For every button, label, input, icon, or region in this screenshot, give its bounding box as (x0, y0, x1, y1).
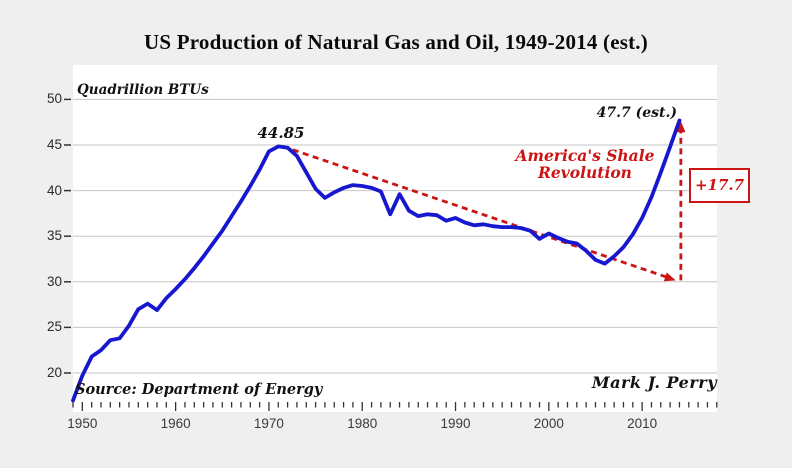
plot-area (73, 65, 717, 412)
shale-revolution-line1: America's Shale (515, 146, 655, 165)
y-axis-ticks (64, 98, 71, 374)
x-axis-label: 1970 (253, 416, 284, 431)
shale-revolution-line2: Revolution (538, 163, 632, 182)
end-value-annotation: 47.7 (est.) (596, 105, 677, 121)
y-axis-label: 40 (46, 182, 62, 198)
source-note: Source: Department of Energy (75, 381, 323, 398)
delta-vertical-arrow (676, 121, 686, 281)
x-axis-ticks (72, 402, 718, 411)
production-line (71, 118, 682, 403)
x-axis-label: 1950 (67, 416, 98, 431)
delta-value-box: +17.7 (689, 168, 750, 203)
y-axis-label: 20 (46, 365, 62, 380)
x-axis-label: 2000 (533, 416, 564, 431)
y-axis-label: 25 (46, 319, 62, 335)
chart-title: US Production of Natural Gas and Oil, 19… (144, 30, 648, 54)
peak-value-annotation: 44.85 (257, 124, 305, 142)
y-axis-label: 30 (46, 273, 62, 289)
trend-decline-arrow (282, 145, 676, 282)
x-axis-label: 1960 (160, 416, 191, 431)
y-axis-label: 50 (46, 91, 62, 107)
gridlines (73, 98, 717, 374)
x-axis-label: 1980 (347, 416, 378, 431)
x-axis-label: 1990 (440, 416, 471, 431)
shale-revolution-annotation: America's Shale Revolution (485, 147, 685, 181)
y-axis-label: 35 (46, 228, 62, 244)
x-axis-label: 2010 (627, 416, 658, 431)
author-credit: Mark J. Perry (591, 373, 717, 392)
y-axis-unit-label: Quadrillion BTUs (77, 82, 209, 98)
y-axis-label: 45 (46, 137, 62, 152)
